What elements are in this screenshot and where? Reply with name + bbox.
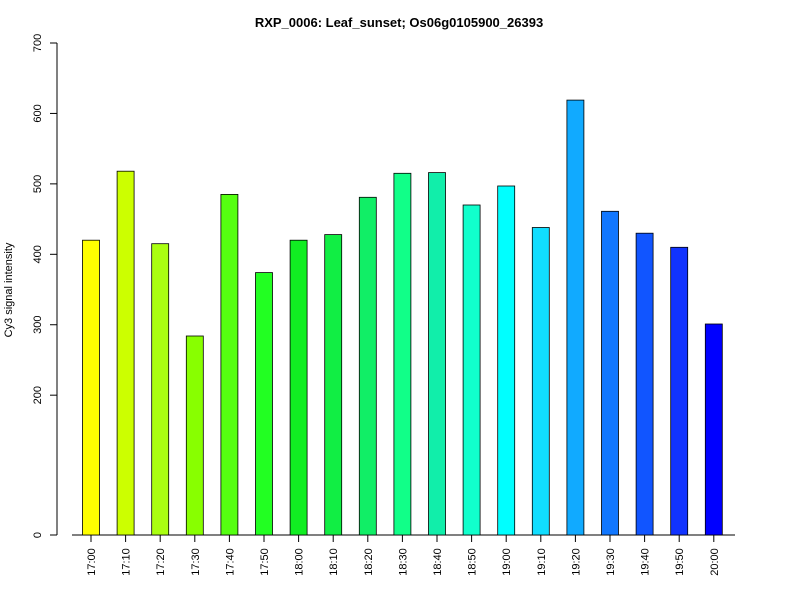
chart-title: RXP_0006: Leaf_sunset; Os06g0105900_2639…	[255, 15, 543, 30]
x-tick-label: 17:20	[155, 548, 167, 576]
y-tick-label: 600	[32, 104, 44, 122]
x-tick-label: 18:30	[397, 548, 409, 576]
bar-1930	[601, 210, 619, 536]
bar-1920	[566, 99, 585, 536]
x-tick-label: 18:50	[467, 548, 479, 576]
x-tick-label: 19:40	[640, 548, 652, 576]
bar-1830	[393, 172, 412, 536]
x-tick-label: 17:00	[86, 548, 98, 576]
y-tick-label: 500	[32, 175, 44, 193]
x-ticks-group: 17:00 17:10 17:20 17:30 17:40 17:50 18:00 18:10…	[86, 535, 721, 576]
x-tick-label: 19:20	[570, 548, 582, 576]
bar-1740	[220, 193, 239, 536]
x-tick-label: 19:10	[536, 548, 548, 576]
x-tick-label: 17:40	[224, 548, 236, 576]
bar-1820	[358, 196, 377, 536]
x-tick-label: 17:30	[190, 548, 202, 576]
bar-1850	[462, 204, 481, 536]
bar-2000	[704, 323, 723, 536]
y-tick-label: 0	[32, 532, 44, 538]
y-tick-label: 700	[32, 34, 44, 52]
bar-1710	[116, 170, 135, 536]
bar-1730	[185, 335, 204, 536]
x-tick-label: 18:40	[432, 548, 444, 576]
bar-1750	[255, 272, 273, 536]
x-tick-label: 17:50	[259, 548, 271, 576]
bar-1950	[670, 246, 689, 536]
bar-1900	[497, 185, 516, 536]
y-axis-label: Cy3 signal intensity	[3, 242, 15, 337]
x-tick-label: 17:10	[121, 548, 133, 576]
y-tick-label: 400	[32, 245, 44, 263]
x-tick-label: 18:20	[363, 548, 375, 576]
y-ticks-group: 0 200 300 400 500 600 700	[32, 34, 57, 538]
bar-1940	[635, 232, 654, 536]
bar-1810	[324, 234, 343, 536]
x-tick-label: 18:10	[328, 548, 340, 576]
x-tick-label: 20:00	[709, 548, 721, 576]
x-tick-label: 19:00	[501, 548, 513, 576]
bar-1800	[289, 239, 308, 536]
bar-1910	[531, 227, 550, 536]
y-tick-label: 200	[32, 386, 44, 404]
bars-group	[82, 99, 723, 536]
x-tick-label: 19:30	[605, 548, 617, 576]
x-tick-label: 18:00	[294, 548, 306, 576]
y-tick-label: 300	[32, 316, 44, 334]
bar-1720	[151, 243, 170, 536]
bar-1700	[82, 239, 100, 536]
x-tick-label: 19:50	[674, 548, 686, 576]
bar-1840	[428, 172, 446, 536]
